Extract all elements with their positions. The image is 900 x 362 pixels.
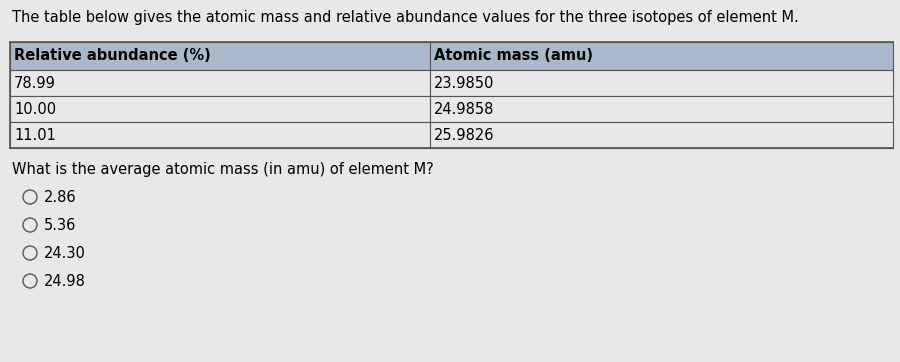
Text: 11.01: 11.01 <box>14 127 56 143</box>
Bar <box>430 96 893 122</box>
Text: 24.98: 24.98 <box>44 274 86 289</box>
Bar <box>10 122 430 148</box>
Text: The table below gives the atomic mass and relative abundance values for the thre: The table below gives the atomic mass an… <box>12 10 799 25</box>
Text: 24.9858: 24.9858 <box>434 101 494 117</box>
Text: What is the average atomic mass (in amu) of element M?: What is the average atomic mass (in amu)… <box>12 162 434 177</box>
Bar <box>10 42 893 148</box>
Text: 10.00: 10.00 <box>14 101 56 117</box>
Bar <box>10 96 430 122</box>
Text: 78.99: 78.99 <box>14 76 56 90</box>
Text: 25.9826: 25.9826 <box>434 127 494 143</box>
Bar <box>10 70 430 96</box>
Text: 24.30: 24.30 <box>44 245 86 261</box>
Bar <box>430 122 893 148</box>
Bar <box>430 42 893 70</box>
Text: 5.36: 5.36 <box>44 218 76 232</box>
Text: 2.86: 2.86 <box>44 189 76 205</box>
Bar <box>10 42 430 70</box>
Text: Atomic mass (amu): Atomic mass (amu) <box>434 49 593 63</box>
Text: Relative abundance (%): Relative abundance (%) <box>14 49 211 63</box>
Text: 23.9850: 23.9850 <box>434 76 494 90</box>
Bar <box>430 70 893 96</box>
